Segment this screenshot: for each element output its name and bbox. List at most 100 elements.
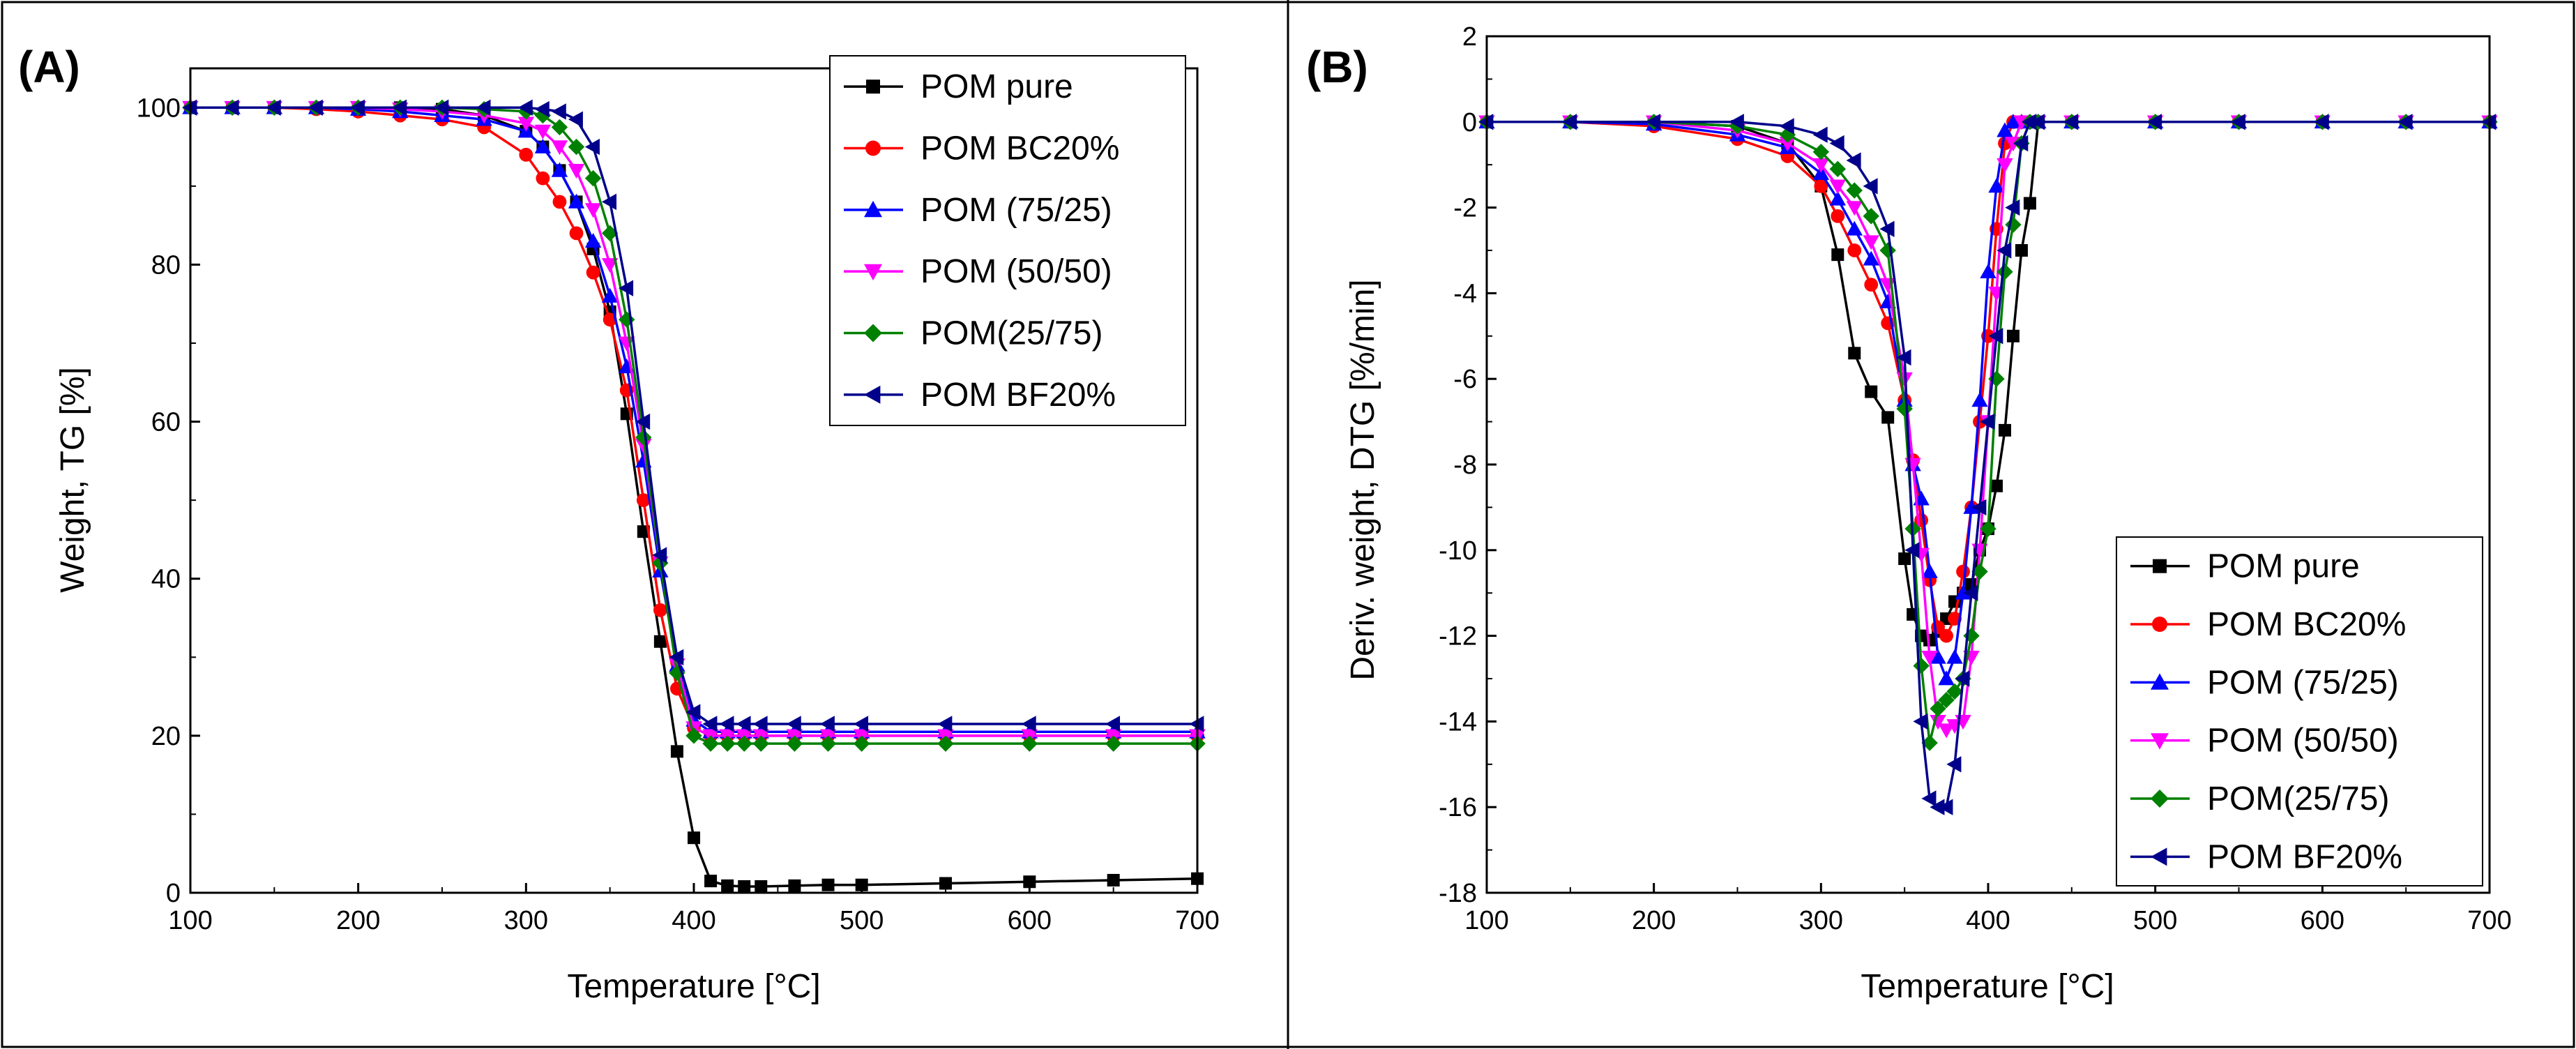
data-point — [619, 311, 635, 328]
y-tick-label: 80 — [151, 250, 181, 280]
data-point — [603, 312, 617, 327]
legend-marker — [864, 385, 881, 404]
data-point — [1881, 411, 1895, 424]
data-point — [685, 727, 702, 744]
data-point — [1846, 182, 1863, 199]
data-point — [652, 554, 669, 571]
plot-frame-a — [189, 67, 1199, 894]
x-tick-label: 600 — [1008, 906, 1052, 935]
data-point — [719, 735, 736, 752]
data-point — [1879, 220, 1895, 237]
data-point — [2230, 114, 2245, 130]
legend-label: POM BC20% — [2207, 606, 2406, 643]
data-point — [551, 140, 568, 156]
y-tick-label: -8 — [1453, 451, 1477, 480]
data-point — [568, 138, 585, 156]
data-point — [1921, 563, 1938, 578]
data-point — [1846, 152, 1861, 169]
data-point — [719, 716, 734, 732]
data-point — [702, 716, 718, 732]
data-point — [1847, 243, 1862, 257]
data-point — [568, 193, 585, 209]
data-point — [519, 147, 533, 162]
data-point — [652, 547, 667, 564]
legend-a: POM pure POM BC20% POM (75/25) POM (50/50) P… — [829, 55, 1186, 426]
data-point — [853, 716, 869, 732]
data-point — [569, 226, 584, 241]
data-point — [1946, 756, 1962, 773]
data-point — [1990, 479, 2003, 492]
legend-item: POM (75/25) — [2130, 664, 2399, 701]
data-point — [601, 193, 617, 211]
y-tick-label: -14 — [1439, 707, 1477, 737]
data-point — [1913, 657, 1930, 674]
x-tick-label: 300 — [1799, 906, 1843, 935]
legend-item: POM(25/75) — [844, 315, 1103, 352]
data-point — [1021, 716, 1036, 732]
data-point — [1779, 137, 1796, 152]
data-point — [819, 735, 837, 752]
legend-marker — [2153, 559, 2167, 573]
data-point — [534, 100, 550, 118]
data-point — [702, 735, 719, 752]
panel-label-b: (B) — [1306, 42, 1368, 92]
data-point — [1939, 628, 1953, 643]
data-point — [1779, 126, 1796, 143]
data-point — [1963, 499, 1980, 514]
data-point — [1829, 179, 1846, 195]
data-point — [1921, 734, 1938, 751]
data-point — [721, 879, 734, 892]
data-point — [1913, 713, 1928, 730]
data-point — [821, 878, 835, 891]
data-point — [853, 735, 870, 752]
data-point — [636, 493, 651, 508]
data-point — [1938, 799, 1953, 815]
data-point — [536, 171, 550, 186]
data-point — [1863, 235, 1879, 250]
data-point — [2063, 114, 2079, 130]
legend-b: POM pure POM BC20% POM (75/25) POM (50/50) P… — [2116, 536, 2483, 886]
series-line — [190, 106, 1197, 737]
legend-marker — [866, 80, 880, 94]
y-tick-label: 60 — [151, 408, 181, 437]
data-point — [1980, 264, 1997, 279]
y-axis-label-b: Deriv. weight, DTG [%/min] — [1344, 279, 1381, 680]
data-point — [819, 716, 835, 732]
data-point — [1812, 126, 1828, 143]
data-point — [584, 138, 600, 156]
data-point — [736, 716, 751, 732]
y-tick-label: -16 — [1439, 793, 1477, 822]
data-point — [1865, 385, 1878, 398]
data-point — [2013, 135, 2029, 152]
legend-box — [829, 55, 1186, 426]
legend-item: POM pure — [844, 68, 1073, 105]
data-point — [939, 877, 952, 890]
x-axis-label-a: Temperature [°C] — [567, 968, 820, 1005]
data-point — [1898, 552, 1911, 566]
data-point — [752, 716, 768, 732]
legend-item: POM (50/50) — [844, 253, 1112, 290]
y-tick-label: 40 — [151, 565, 181, 594]
data-point — [653, 603, 667, 617]
data-point — [1831, 209, 1845, 223]
data-point — [1930, 649, 1946, 664]
y-tick-label: 100 — [137, 93, 181, 123]
data-point — [704, 875, 718, 888]
panel-a: (A) Temperature [°C] Weight, TG [%] 100 2… — [18, 42, 1220, 1005]
data-point — [1645, 114, 1661, 130]
data-point — [584, 169, 602, 187]
data-point — [1988, 370, 2005, 387]
data-point — [434, 99, 449, 116]
legend-item: POM BC20% — [2130, 606, 2406, 643]
data-point — [1812, 144, 1830, 160]
data-point — [224, 99, 239, 116]
legend-marker — [864, 324, 882, 342]
data-point — [266, 99, 281, 116]
data-point — [308, 99, 323, 116]
data-point — [937, 716, 953, 732]
y-tick-label: 2 — [1462, 22, 1477, 52]
series-pom-bf20- — [1478, 114, 2497, 815]
y-tick-label: -2 — [1453, 194, 1477, 223]
data-point — [788, 879, 801, 892]
